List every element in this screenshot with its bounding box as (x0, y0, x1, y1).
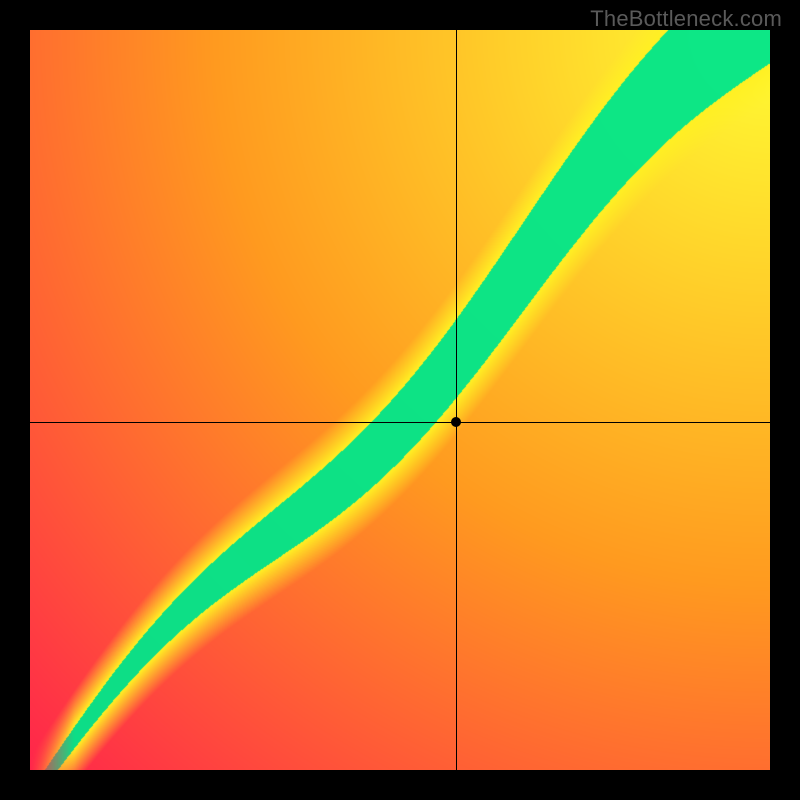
watermark-text: TheBottleneck.com (590, 6, 782, 32)
chart-container: TheBottleneck.com (0, 0, 800, 800)
crosshair-horizontal (30, 422, 770, 423)
crosshair-vertical (456, 30, 457, 770)
crosshair-marker (451, 417, 461, 427)
plot-area (30, 30, 770, 770)
heatmap-canvas (30, 30, 770, 770)
